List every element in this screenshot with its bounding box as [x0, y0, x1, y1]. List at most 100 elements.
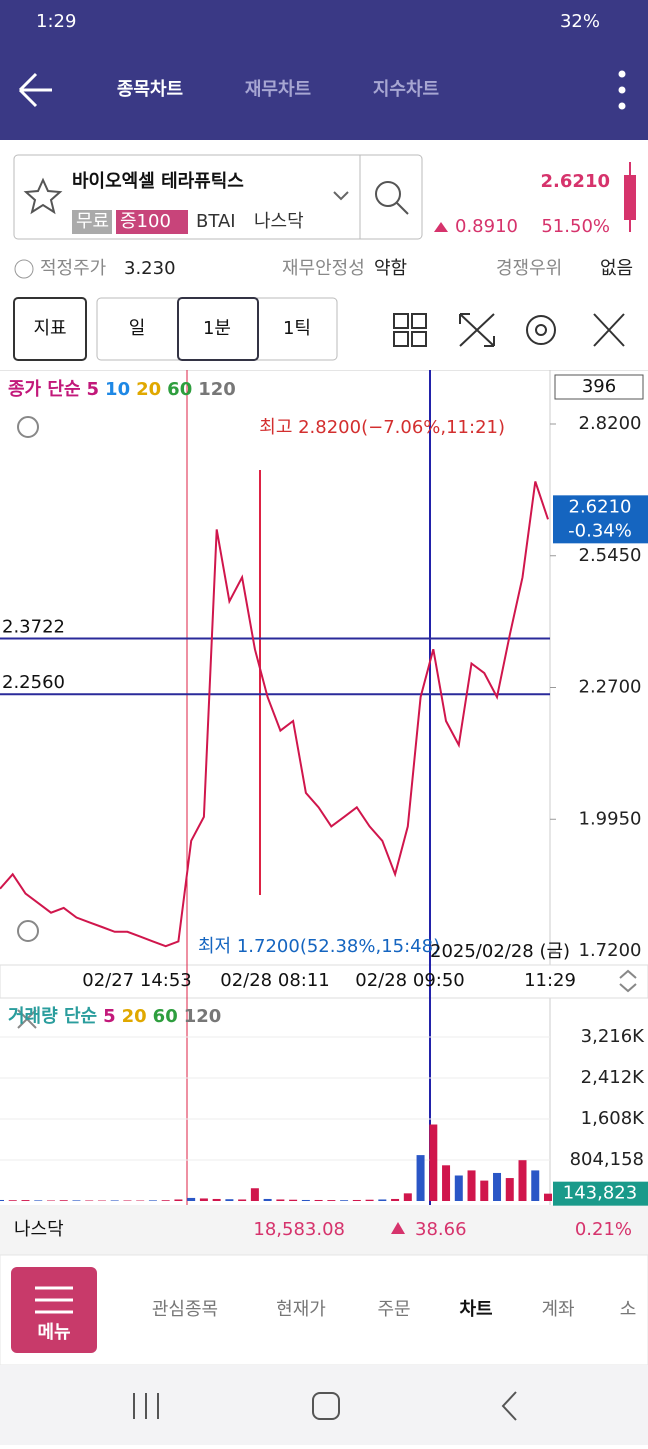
volume-bar	[366, 1200, 374, 1201]
volume-bar	[391, 1199, 399, 1201]
legend-item: 5	[87, 379, 100, 400]
zoom-out[interactable]	[18, 921, 38, 941]
index-value: 18,583.08	[253, 1219, 345, 1240]
index-name: 나스닥	[14, 1219, 64, 1240]
current-volume: 143,823	[563, 1183, 637, 1204]
legend-item: 120	[198, 379, 236, 400]
info-label: 재무안정성	[282, 258, 365, 279]
nav-item[interactable]: 관심종목	[152, 1299, 218, 1320]
volume-bar	[340, 1200, 348, 1201]
y-tick-label: 1.9950	[579, 808, 642, 829]
current-price: 2.6210	[569, 496, 632, 517]
legend-item: 60	[153, 1006, 178, 1027]
volume-bar	[327, 1200, 335, 1201]
price-line	[0, 482, 548, 947]
level-label: 2.3722	[2, 617, 65, 638]
y-tick-label: 2.2700	[579, 677, 642, 698]
volume-bar	[429, 1125, 437, 1201]
stock-name: 바이오엑셀 테라퓨틱스	[72, 171, 244, 192]
volume-bar	[493, 1173, 501, 1201]
volume-bar	[60, 1200, 68, 1201]
volume-bar	[72, 1200, 80, 1201]
y-tick-label: 2,412K	[581, 1067, 646, 1088]
tag: 무료	[76, 211, 109, 232]
tab[interactable]: 재무차트	[245, 79, 311, 100]
info-value: 없음	[600, 258, 633, 279]
legend-item: 20	[136, 379, 161, 400]
nav-item[interactable]: 차트	[459, 1299, 492, 1320]
volume-bar	[519, 1160, 527, 1201]
change-pct: 51.50%	[541, 216, 610, 237]
volume-bar	[47, 1200, 55, 1201]
legend-item: 20	[122, 1006, 147, 1027]
volume-bar	[302, 1200, 310, 1201]
period[interactable]: 1분	[203, 318, 231, 339]
volume-bar	[442, 1165, 450, 1201]
y-tick-label: 1,608K	[581, 1108, 646, 1129]
volume-bar	[225, 1199, 233, 1201]
index-change-pct: 0.21%	[575, 1219, 632, 1240]
volume-bar	[238, 1199, 246, 1201]
period[interactable]: 일	[129, 318, 146, 339]
volume-bar	[123, 1200, 131, 1201]
high-label: 최고 2.8200(−7.06%,11:21)	[259, 417, 505, 438]
tab[interactable]: 지수차트	[373, 79, 439, 100]
change: 0.8910	[455, 216, 518, 237]
index-change: 38.66	[415, 1219, 467, 1240]
price: 2.6210	[541, 171, 610, 192]
volume-bar	[187, 1198, 195, 1201]
divider	[0, 370, 648, 371]
legend-item: 120	[184, 1006, 222, 1027]
info-label: 경쟁우위	[496, 258, 562, 279]
legend-item: 60	[167, 379, 192, 400]
market: 나스닥	[254, 211, 304, 232]
volume-bar	[162, 1200, 170, 1201]
tag: 증100	[120, 211, 171, 232]
volume-bar	[251, 1188, 259, 1201]
volume-bar	[353, 1200, 361, 1201]
tab[interactable]: 종목차트	[117, 79, 183, 100]
more-button[interactable]	[619, 71, 626, 110]
indicator-button[interactable]: 지표	[33, 318, 66, 339]
count: 396	[582, 376, 616, 397]
volume-bar	[149, 1200, 157, 1201]
volume-bar	[200, 1198, 208, 1201]
header-bg	[0, 0, 648, 140]
volume-bar	[531, 1170, 539, 1201]
info-value: 약함	[374, 258, 407, 279]
nav-item[interactable]: 주문	[377, 1299, 410, 1320]
nav-item[interactable]: 소	[620, 1299, 637, 1320]
legend-item: 10	[105, 379, 130, 400]
nav-item[interactable]: 현재가	[276, 1299, 326, 1320]
nav-item[interactable]: 계좌	[541, 1299, 574, 1320]
volume-bar	[506, 1178, 514, 1201]
period[interactable]: 1틱	[283, 318, 311, 339]
status-battery: 32%	[560, 11, 600, 32]
volume-bar	[21, 1200, 29, 1201]
tool-icons[interactable]	[394, 314, 624, 346]
up-arrow	[434, 222, 448, 232]
volume-bar	[315, 1200, 323, 1201]
ticker: BTAI	[196, 211, 236, 232]
low-label: 최저 1.7200(52.38%,15:48)	[198, 936, 440, 957]
x-tick-label: 11:29	[524, 970, 576, 991]
y-tick-label: 1.7200	[579, 940, 642, 961]
x-tick-label: 02/28 09:50	[355, 970, 464, 991]
legend-item: 종가 단순	[8, 379, 81, 400]
volume-bar	[9, 1200, 17, 1201]
system-nav	[0, 1365, 648, 1445]
volume-bar	[480, 1181, 488, 1201]
volume-bar	[34, 1200, 42, 1201]
y-tick-label: 3,216K	[581, 1026, 646, 1047]
y-tick-label: 2.5450	[579, 545, 642, 566]
volume-bar	[455, 1176, 463, 1201]
current-change: -0.34%	[568, 520, 632, 541]
volume-bar	[111, 1200, 119, 1201]
volume-bar	[85, 1200, 93, 1201]
zoom-in[interactable]	[18, 417, 38, 437]
date-label: 2025/02/28 (금)	[430, 941, 570, 962]
volume-bar	[264, 1199, 272, 1201]
volume-bar	[417, 1155, 425, 1201]
